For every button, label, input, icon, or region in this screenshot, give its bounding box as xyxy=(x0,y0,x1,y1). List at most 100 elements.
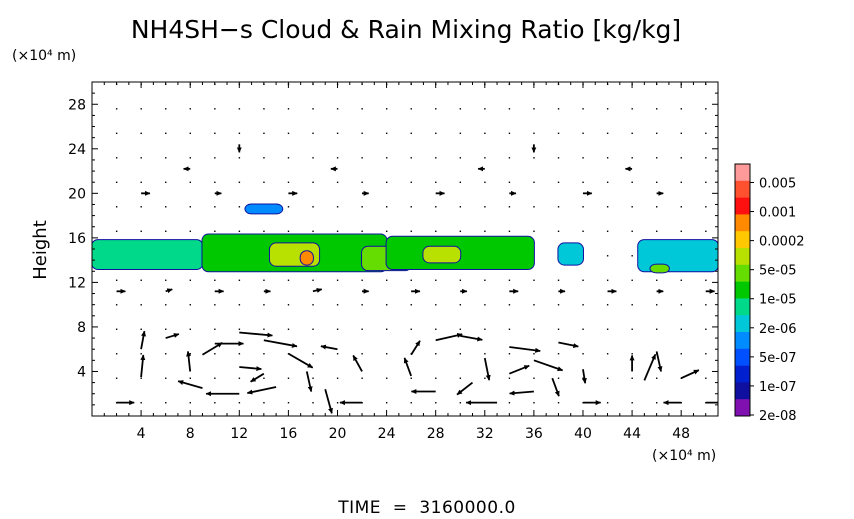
grid-dot xyxy=(484,206,486,208)
grid-dot xyxy=(312,108,314,110)
grid-dot xyxy=(214,279,216,281)
grid-dot xyxy=(484,328,486,330)
x-units-label: (×10⁴ m) xyxy=(652,448,716,464)
grid-dot xyxy=(287,181,290,183)
grid-dot xyxy=(656,132,658,135)
x-tick-label: 36 xyxy=(525,426,543,442)
grid-dot xyxy=(508,132,511,135)
grid-dot xyxy=(140,230,142,232)
grid-dot xyxy=(582,353,584,355)
y-units-label: (×10⁴ m) xyxy=(12,48,76,64)
grid-dot xyxy=(385,279,388,281)
cloud-blob xyxy=(558,243,583,265)
wind-vectors xyxy=(116,144,718,414)
grid-dot xyxy=(385,181,388,183)
grid-dot xyxy=(631,132,633,135)
grid-dot xyxy=(705,206,707,208)
grid-dot xyxy=(140,328,142,330)
wind-vector xyxy=(680,369,700,379)
grid-dot xyxy=(189,132,191,135)
grid-dot xyxy=(214,328,216,330)
grid-dot xyxy=(115,304,118,306)
grid-dot xyxy=(238,181,241,183)
grid-dot xyxy=(582,181,584,183)
grid-dot xyxy=(336,157,339,159)
grid-dot xyxy=(508,402,511,404)
grid-dot xyxy=(459,402,462,404)
grid-dot xyxy=(312,328,314,330)
wind-vector xyxy=(324,389,333,414)
grid-dot xyxy=(189,279,191,281)
grid-dot xyxy=(631,279,633,281)
grid-dot xyxy=(656,377,658,379)
wind-vector xyxy=(558,341,579,348)
grid-dot xyxy=(631,230,633,232)
grid-dot xyxy=(238,353,241,355)
grid-dot xyxy=(484,108,486,110)
grid-dot xyxy=(533,132,535,135)
grid-dot xyxy=(656,181,658,183)
grid-dot xyxy=(410,157,412,159)
grid-dot xyxy=(435,132,437,135)
grid-dot xyxy=(287,108,290,110)
grid-dot xyxy=(582,206,584,208)
grid-dot xyxy=(705,108,707,110)
grid-dot xyxy=(336,328,339,330)
grid-dot xyxy=(435,108,437,110)
colorbar-swatch xyxy=(735,382,750,400)
grid-dot xyxy=(533,108,535,110)
grid-dot xyxy=(385,206,388,208)
grid-dot xyxy=(140,377,142,379)
grid-dot xyxy=(557,377,560,379)
grid-dot xyxy=(263,181,265,183)
grid-dot xyxy=(508,353,511,355)
grid-dot xyxy=(140,279,142,281)
grid-dot xyxy=(214,230,216,232)
wind-vector xyxy=(456,381,474,396)
grid-dot xyxy=(606,108,609,110)
cloud-field xyxy=(92,203,718,274)
grid-dot xyxy=(606,328,609,330)
wind-vector xyxy=(508,364,530,375)
grid-dot xyxy=(385,304,388,306)
grid-dot xyxy=(606,181,609,183)
x-tick-label: 12 xyxy=(230,426,248,442)
grid-dot xyxy=(484,377,486,379)
wind-vector xyxy=(177,380,203,390)
grid-dot xyxy=(140,304,142,306)
grid-dot xyxy=(312,157,314,159)
grid-dot xyxy=(533,157,535,159)
grid-dot xyxy=(705,304,707,306)
grid-dot xyxy=(214,304,216,306)
grid-dot xyxy=(385,402,388,404)
grid-dot xyxy=(287,328,290,330)
grid-dot xyxy=(656,402,658,404)
grid-dot xyxy=(410,108,412,110)
grid-dot xyxy=(533,230,535,232)
grid-dot xyxy=(287,230,290,232)
grid-dot xyxy=(115,132,118,135)
grid-dot xyxy=(238,402,241,404)
grid-dot xyxy=(410,181,412,183)
cloud-blob xyxy=(650,264,669,273)
grid-dot xyxy=(189,304,191,306)
grid-dot xyxy=(484,353,486,355)
y-axis-ticks: 4 8 12 16 20 24 28 xyxy=(68,92,718,406)
grid-dot xyxy=(140,402,142,404)
grid-dot xyxy=(312,132,314,135)
grid-dot xyxy=(631,402,633,404)
grid-dot xyxy=(140,206,142,208)
grid-dot xyxy=(459,206,462,208)
grid-dot xyxy=(680,230,682,232)
colorbar-swatch xyxy=(735,231,750,249)
grid-dot xyxy=(656,230,658,232)
grid-dot xyxy=(508,181,511,183)
grid-dot xyxy=(165,206,167,208)
grid-dot xyxy=(165,157,167,159)
grid-dot xyxy=(214,108,216,110)
grid-dot xyxy=(336,402,339,404)
y-tick-label: 12 xyxy=(68,275,86,291)
grid-dot xyxy=(263,108,265,110)
wind-vector xyxy=(140,330,146,350)
x-tick-label: 40 xyxy=(574,426,592,442)
